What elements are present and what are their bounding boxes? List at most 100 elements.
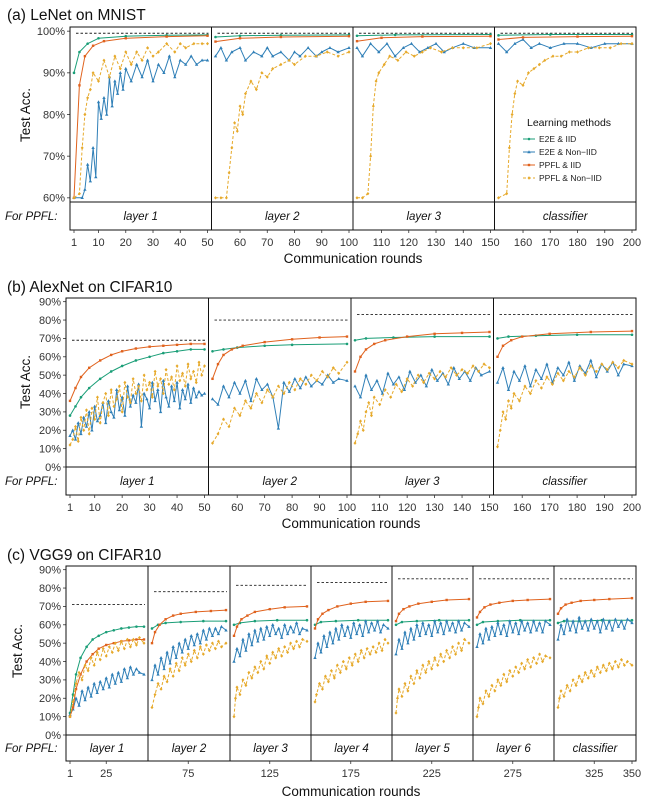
data-point [616, 373, 620, 377]
data-point [291, 630, 296, 634]
strip-box [350, 466, 494, 496]
data-point [493, 634, 497, 638]
data-point [271, 54, 275, 58]
data-point [107, 75, 111, 79]
series-line [212, 336, 348, 379]
data-point [137, 384, 141, 388]
data-point [214, 40, 217, 43]
data-point [378, 402, 382, 407]
y-tick-label: 50% [39, 370, 61, 382]
x-tick-label: 100 [340, 237, 358, 249]
data-point [445, 598, 448, 602]
data-point [195, 656, 199, 660]
data-point [406, 689, 410, 693]
data-point [194, 610, 197, 614]
data-point [447, 628, 452, 632]
data-point [260, 388, 264, 392]
y-tick-label: 70% [39, 601, 61, 613]
facet-border [493, 297, 637, 468]
data-point [219, 624, 224, 628]
data-point [415, 619, 419, 623]
data-point [259, 626, 263, 630]
data-point [541, 659, 545, 664]
data-point [235, 685, 239, 689]
data-point [427, 659, 431, 664]
x-tick-label: 25 [100, 768, 112, 780]
data-point [203, 342, 206, 346]
data-point [556, 621, 560, 625]
data-point [268, 607, 271, 611]
data-point [128, 401, 132, 405]
data-point [97, 79, 101, 83]
y-tick-label: 40% [39, 656, 61, 668]
data-point [356, 618, 360, 622]
data-point [501, 366, 505, 370]
series-line [69, 348, 205, 416]
data-point [162, 344, 165, 347]
data-point [320, 687, 324, 691]
data-point [172, 388, 176, 392]
data-point [441, 632, 446, 636]
data-point [511, 630, 515, 634]
data-point [265, 46, 269, 50]
data-point [79, 375, 83, 379]
series-line [357, 43, 491, 199]
data-point [559, 689, 563, 693]
data-point [548, 46, 552, 50]
data-point [487, 369, 492, 373]
data-point [577, 615, 581, 619]
data-point [386, 618, 390, 622]
data-point [589, 669, 593, 673]
data-point [556, 705, 560, 710]
data-point [109, 370, 113, 373]
series-line [74, 55, 208, 199]
data-point [445, 648, 449, 653]
data-point [174, 661, 178, 666]
data-point [222, 348, 225, 351]
data-point [433, 332, 436, 336]
chart-title: (c) VGG9 on CIFAR10 [7, 547, 162, 564]
data-point [77, 191, 81, 196]
data-point [509, 406, 513, 410]
strip-facet-label: layer 1 [123, 211, 158, 223]
data-point [364, 373, 368, 377]
data-point [513, 91, 517, 96]
x-tick-label: 140 [453, 502, 471, 514]
data-point [178, 58, 182, 62]
data-point [369, 621, 374, 625]
data-point [364, 348, 368, 351]
legend-entry: E2E & IID [539, 134, 576, 144]
data-point [238, 46, 242, 50]
data-point [616, 624, 621, 628]
data-point [438, 369, 442, 374]
data-point [279, 635, 284, 639]
data-point [510, 112, 514, 117]
data-point [249, 79, 253, 83]
data-point [177, 641, 181, 645]
data-point [355, 196, 359, 200]
x-tick-label: 80 [288, 237, 300, 249]
data-point [487, 694, 491, 699]
data-point [394, 619, 398, 623]
data-point [227, 171, 231, 175]
data-point [164, 395, 168, 399]
data-point [402, 388, 407, 392]
data-point [113, 681, 118, 685]
data-point [241, 112, 245, 117]
data-point [91, 44, 95, 47]
data-point [346, 624, 350, 628]
data-point [80, 689, 84, 693]
data-point [265, 75, 269, 79]
data-point [316, 641, 320, 645]
data-point [529, 665, 533, 669]
data-point [383, 637, 387, 642]
data-point [189, 54, 193, 58]
series-line [215, 47, 350, 61]
y-axis-label: Test Acc. [18, 355, 33, 409]
data-point [313, 700, 317, 704]
data-point [120, 627, 123, 630]
data-point [131, 393, 135, 397]
data-point [457, 641, 461, 645]
data-point [285, 632, 290, 636]
data-point [347, 656, 351, 660]
